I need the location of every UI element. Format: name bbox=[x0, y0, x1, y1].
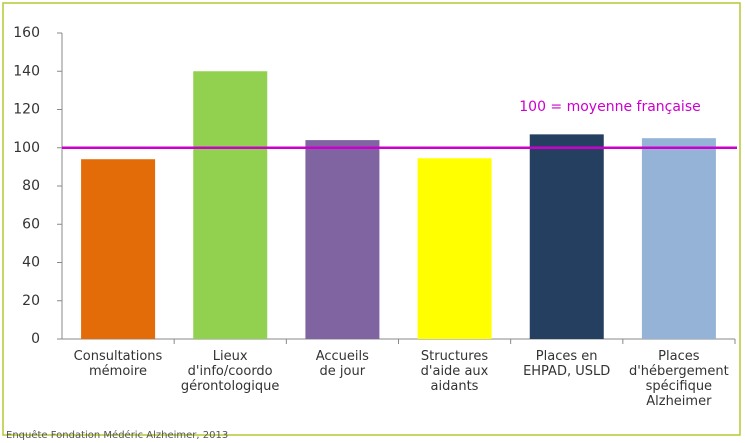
y-tick-label: 120 bbox=[13, 102, 40, 118]
y-tick-label: 0 bbox=[31, 331, 40, 347]
y-tick-label: 80 bbox=[22, 178, 40, 194]
x-tick-label: Structures d'aide aux aidants bbox=[420, 349, 489, 394]
bar bbox=[529, 134, 604, 339]
bar bbox=[193, 71, 268, 339]
bar bbox=[81, 159, 156, 339]
y-tick-label: 40 bbox=[22, 255, 40, 271]
x-tick-label: Lieux d'info/coordo gérontologique bbox=[180, 349, 280, 394]
source-note: Enquête Fondation Médéric Alzheimer, 201… bbox=[6, 430, 229, 441]
bar bbox=[641, 138, 716, 339]
x-tick-label: Places d'hébergement spécifique Alzheime… bbox=[628, 349, 729, 409]
y-tick-label: 100 bbox=[13, 140, 40, 156]
y-tick-label: 160 bbox=[13, 25, 40, 41]
y-tick-label: 60 bbox=[22, 216, 40, 232]
y-tick-label: 20 bbox=[22, 293, 40, 309]
y-tick-label: 140 bbox=[13, 63, 40, 79]
bar bbox=[305, 140, 380, 339]
x-tick-label: Places en EHPAD, USLD bbox=[523, 349, 611, 379]
frame-border bbox=[2, 2, 741, 436]
bar bbox=[417, 158, 492, 339]
x-tick-label: Accueils de jour bbox=[315, 349, 369, 379]
x-tick-label: Consultations mémoire bbox=[73, 349, 163, 379]
reference-label: 100 = moyenne française bbox=[519, 99, 700, 115]
